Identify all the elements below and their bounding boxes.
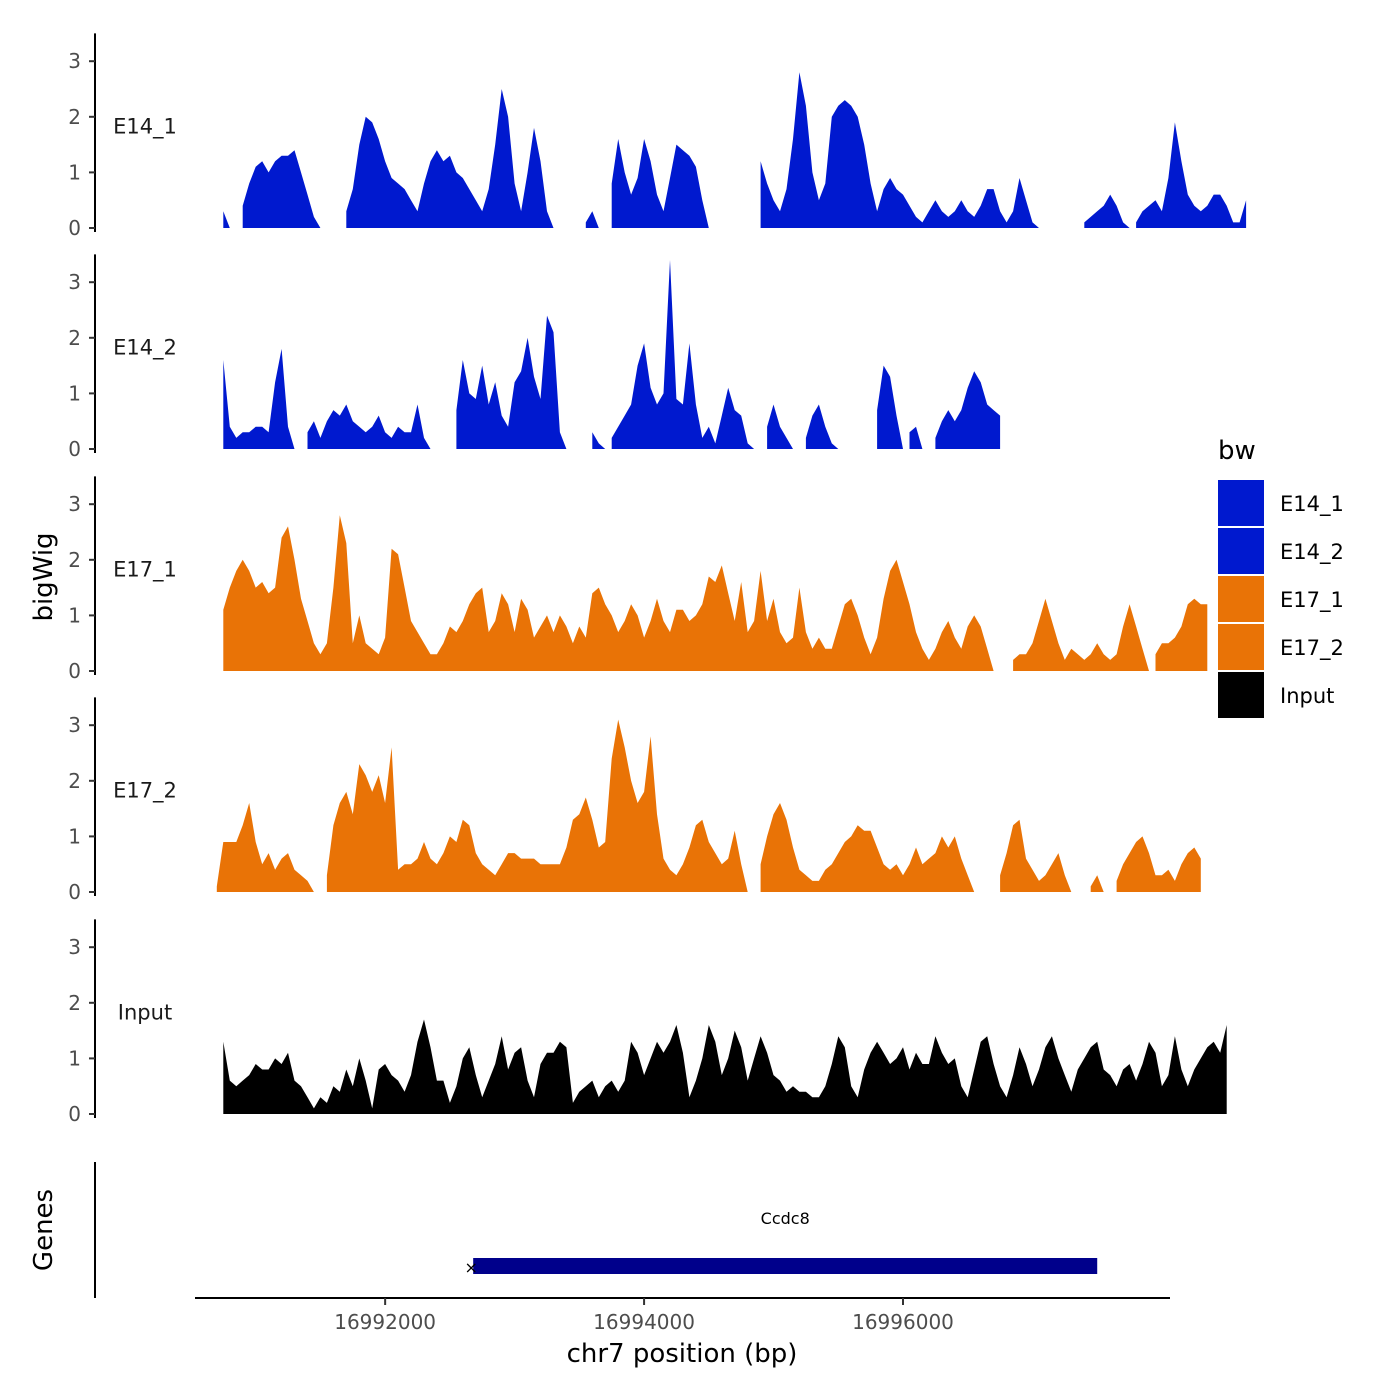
genes-panel: Genes × Ccdc8 [29,1162,1098,1298]
signal-area-E14_2 [223,260,1001,449]
gene-label: Ccdc8 [761,1209,810,1228]
y-tick-label: 1 [68,603,81,627]
track-label-E14_1: E14_1 [113,114,177,139]
track-E17_1: 0 1 2 3 E17_1 [68,476,1208,683]
signal-area-E17_2 [216,719,1201,892]
track-label-E17_2: E17_2 [113,778,177,803]
y-tick-label: 3 [68,270,81,294]
y-tick-label: 3 [68,492,81,516]
gene-ccdc8-body [473,1258,1098,1274]
signal-area-Input [223,1019,1227,1114]
x-tick-label: 16992000 [334,1310,436,1334]
x-axis-title: chr7 position (bp) [567,1339,798,1369]
y-tick-label: 1 [68,160,81,184]
y-tick-label: 3 [68,49,81,73]
track-label-E17_1: E17_1 [113,557,177,582]
legend-label-E14_2: E14_2 [1280,540,1344,565]
y-tick-label: 2 [68,991,81,1015]
genes-axis-title: Genes [29,1189,59,1271]
x-tick-label: 16996000 [852,1310,954,1334]
track-Input: 0 1 2 3 Input [68,919,1227,1126]
y-tick-label: 2 [68,769,81,793]
legend: bw E14_1 E14_2 E17_1 E17_2 Input [1218,436,1344,718]
y-tick-label: 2 [68,548,81,572]
y-tick-label: 0 [68,659,81,683]
track-label-E14_2: E14_2 [113,335,177,360]
legend-key-E14_1 [1218,480,1264,526]
track-E17_2: 0 1 2 3 E17_2 [68,697,1201,904]
legend-key-E17_2 [1218,624,1264,670]
legend-key-Input [1218,672,1264,718]
legend-key-E17_1 [1218,576,1264,622]
x-axis: 16992000 16994000 16996000 [195,1297,1170,1334]
y-tick-label: 0 [68,1102,81,1126]
y-tick-label: 0 [68,216,81,240]
legend-label-Input: Input [1280,684,1334,708]
legend-title: bw [1218,436,1256,466]
track-E14_2: 0 1 2 3 E14_2 [68,254,1001,461]
gene-start-marker: × [464,1258,477,1277]
y-tick-label: 3 [68,935,81,959]
y-axis-title: bigWig [29,532,59,621]
y-tick-label: 2 [68,105,81,129]
legend-key-E14_2 [1218,528,1264,574]
signal-area-E14_1 [223,72,1247,228]
y-tick-label: 1 [68,824,81,848]
signal-tracks: 0 1 2 3 E14_1 0 1 2 3 E14_2 0 1 2 3 E17_1 0 1 2 3 E17_2 0 1 2 3… [68,33,1247,1126]
y-tick-label: 0 [68,880,81,904]
track-E14_1: 0 1 2 3 E14_1 [68,33,1247,240]
y-tick-label: 1 [68,381,81,405]
legend-label-E17_2: E17_2 [1280,636,1344,661]
signal-area-E17_1 [223,515,1208,671]
y-tick-label: 1 [68,1046,81,1070]
y-tick-label: 0 [68,437,81,461]
legend-label-E14_1: E14_1 [1280,492,1344,517]
x-tick-label: 16994000 [593,1310,695,1334]
legend-label-E17_1: E17_1 [1280,588,1344,613]
y-tick-label: 2 [68,326,81,350]
y-tick-label: 3 [68,713,81,737]
track-label-Input: Input [118,1000,172,1024]
